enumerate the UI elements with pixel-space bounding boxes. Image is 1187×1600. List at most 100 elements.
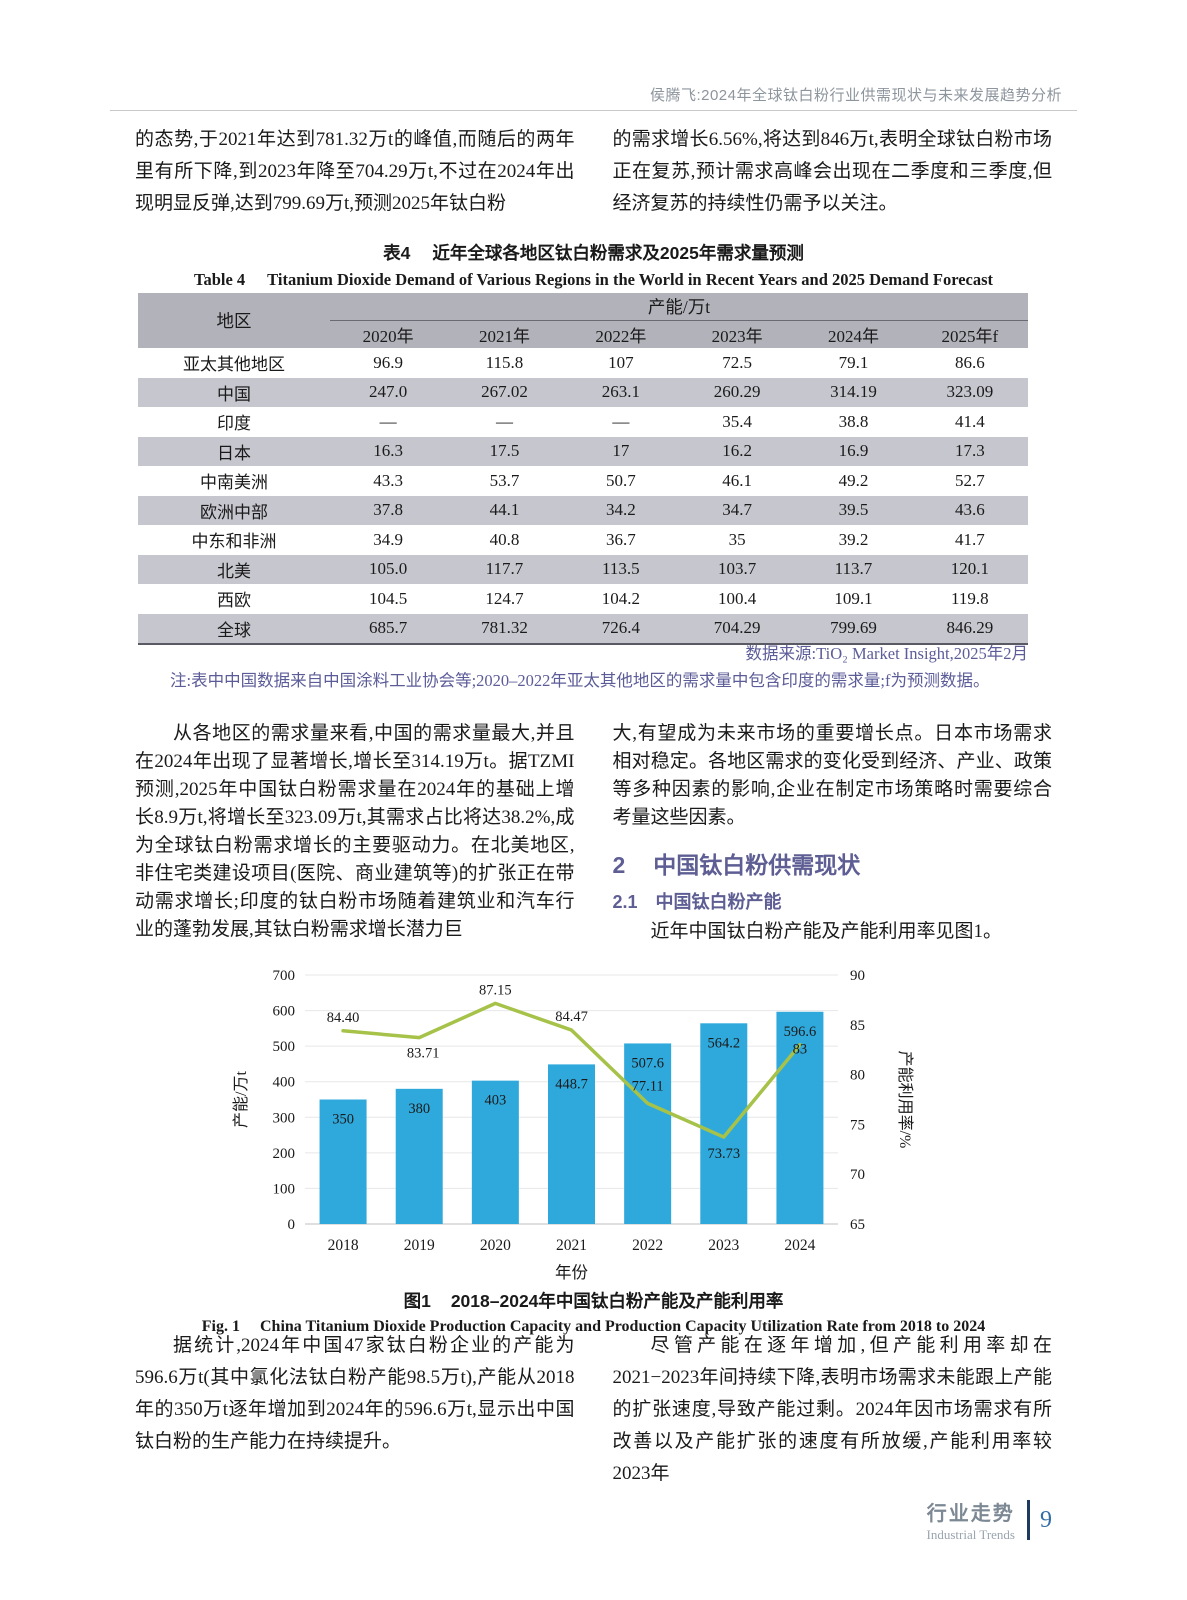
x-tick-label: 2018 <box>328 1237 359 1254</box>
bar-label-2021: 448.7 <box>555 1076 588 1092</box>
bar-label-2022: 507.6 <box>631 1055 664 1071</box>
value-cell: 117.7 <box>485 559 524 579</box>
intro-left-paragraph: 的态势,于2021年达到781.32万t的峰值,而随后的两年里有所下降,到202… <box>135 129 575 214</box>
header-rule <box>110 110 1077 111</box>
region-cell: 中国 <box>217 384 251 404</box>
value-cell: 103.7 <box>718 559 757 579</box>
x-tick-label: 2023 <box>708 1237 739 1254</box>
bar-2021 <box>548 1064 595 1224</box>
bar-label-2020: 403 <box>484 1093 506 1109</box>
analysis-section: 从各地区的需求量来看,中国的需求量最大,并且在2024年出现了显著增长,增长至3… <box>135 720 1052 946</box>
value-cell: 34.2 <box>605 500 636 520</box>
table-row: 亚太其他地区 96.9 115.8 107 72.5 79.1 86.6 <box>138 348 1028 378</box>
value-cell: 781.32 <box>446 613 563 645</box>
table-row: 中东和非洲 34.9 40.8 36.7 35 39.2 41.7 <box>138 525 1028 555</box>
value-cell: 39.5 <box>838 500 869 520</box>
line-label-2021: 84.47 <box>555 1009 588 1025</box>
right-axis-tick: 70 <box>850 1167 865 1183</box>
table-row: 北美 105.0 117.7 113.5 103.7 113.7 120.1 <box>138 554 1028 584</box>
right-axis-title: 产能利用率/% <box>896 1051 914 1149</box>
subsection-heading: 2.1 中国钛白粉产能 <box>612 892 782 912</box>
value-cell: 39.2 <box>838 529 869 549</box>
table-title-zh: 表4 近年全球各地区钛白粉需求及2025年需求量预测 <box>383 243 804 263</box>
value-cell: 247.0 <box>369 382 408 402</box>
left-axis-tick: 100 <box>273 1181 296 1197</box>
x-tick-label: 2024 <box>784 1237 815 1254</box>
region-cell: 全球 <box>138 613 330 645</box>
table-caption: 表4 近年全球各地区钛白粉需求及2025年需求量预测 Table 4 Titaniu… <box>110 240 1077 290</box>
right-axis-tick: 65 <box>850 1217 865 1233</box>
value-cell: 799.69 <box>795 613 912 645</box>
value-cell: 43.3 <box>373 470 404 490</box>
value-cell: 16.9 <box>838 441 869 461</box>
value-cell: 50.7 <box>605 470 636 490</box>
conclusion-section: 据统计,2024年中国47家钛白粉企业的产能为596.6万t(其中氯化法钛白粉产… <box>135 1330 1052 1490</box>
intro-right-paragraph: 的需求增长6.56%,将达到846万t,表明全球钛白粉市场正在复苏,预计需求高峰… <box>612 129 1053 214</box>
value-cell: 100.4 <box>718 588 757 608</box>
value-cell: 726.4 <box>562 613 679 645</box>
figure-caption: 图1 2018–2024年中国钛白粉产能及产能利用率 Fig. 1 China Ti… <box>110 1288 1077 1336</box>
line-label-2018: 84.40 <box>327 1010 360 1026</box>
chart-svg: 0 100 200 300 400 500 600 700 65 70 75 80 85 90 350 380… <box>232 968 914 1282</box>
footer-title: 行业走势 Industrial Trends <box>927 1497 1015 1543</box>
figure-caption-zh: 图1 2018–2024年中国钛白粉产能及产能利用率 <box>403 1291 784 1311</box>
line-label-2024: 83 <box>793 1042 808 1058</box>
analysis-right-paragraph: 大,有望成为未来市场的重要增长点。日本市场需求相对稳定。各地区需求的变化受到经济… <box>612 723 1053 828</box>
value-cell: 17.5 <box>489 441 520 461</box>
value-cell: 113.5 <box>602 559 640 579</box>
value-cell: 17 <box>612 441 630 461</box>
value-cell: 96.9 <box>373 352 404 372</box>
x-tick-label: 2022 <box>632 1237 663 1254</box>
left-axis-tick: 0 <box>288 1217 296 1233</box>
year-header: 2024年 <box>795 320 912 348</box>
demand-table: 地区 产能/万t 2020年 2021年 2022年 2023年 2024年 2025年f… <box>138 293 1028 645</box>
region-cell: 亚太其他地区 <box>183 355 285 375</box>
left-axis-tick: 200 <box>273 1146 296 1162</box>
value-cell: 16.3 <box>373 441 404 461</box>
capacity-utilization-chart: 0 100 200 300 400 500 600 700 65 70 75 80 85 90 350 380… <box>230 945 920 1285</box>
table-row: 日本 16.3 17.5 17 16.2 16.9 17.3 <box>138 436 1028 466</box>
value-cell: 17.3 <box>954 441 985 461</box>
table-row: 西欧 104.5 124.7 104.2 100.4 109.1 119.8 <box>138 584 1028 614</box>
right-axis-tick: 75 <box>850 1117 865 1133</box>
utilization-line <box>341 1001 802 1139</box>
year-header: 2023年 <box>678 320 796 348</box>
bar-label-2019: 380 <box>408 1101 430 1117</box>
region-cell: 欧洲中部 <box>200 502 268 522</box>
year-header: 2020年 <box>330 320 447 348</box>
page-number: 9 <box>1040 1506 1052 1533</box>
value-cell: 115.8 <box>485 352 524 372</box>
table-row: 中国 247.0 267.02 263.1 260.29 314.19 323.09 <box>138 377 1028 407</box>
value-cell: 104.5 <box>369 588 408 608</box>
bar-2019 <box>395 1088 443 1224</box>
value-cell: — <box>612 411 630 431</box>
value-cell: 41.7 <box>954 529 985 549</box>
value-cell: 260.29 <box>713 382 761 402</box>
table-title-en: Table 4 Titanium Dioxide Demand of Variou… <box>193 270 994 289</box>
section-lead-sentence: 近年中国钛白粉产能及产能利用率见图1。 <box>650 921 1003 942</box>
analysis-right-column: 大,有望成为未来市场的重要增长点。日本市场需求相对稳定。各地区需求的变化受到经济… <box>613 720 1053 946</box>
analysis-left-paragraph: 从各地区的需求量来看,中国的需求量最大,并且在2024年出现了显著增长,增长至3… <box>135 723 575 940</box>
value-cell: 46.1 <box>722 470 753 490</box>
table-row: 全球 685.7 781.32 726.4 704.29 799.69 846.29 <box>138 613 1028 645</box>
footer-divider <box>1027 1500 1030 1540</box>
bar-2020 <box>471 1080 519 1224</box>
intro-section: 的态势,于2021年达到781.32万t的峰值,而随后的两年里有所下降,到202… <box>135 124 1052 220</box>
region-cell: 西欧 <box>217 591 251 611</box>
x-tick-label: 2020 <box>480 1237 511 1254</box>
value-cell: 107 <box>608 352 634 372</box>
value-cell: 52.7 <box>954 470 985 490</box>
conclusion-right-paragraph: 尽管产能在逐年增加,但产能利用率却在2021−2023年间持续下降,表明市场需求… <box>612 1335 1053 1484</box>
demand-table-body: 亚太其他地区 96.9 115.8 107 72.5 79.1 86.6 中国 247.0 267… <box>138 348 1028 645</box>
capacity-span-header: 产能/万t <box>330 293 1028 321</box>
value-cell: 36.7 <box>605 529 636 549</box>
figure-caption-en: Fig. 1 China Titanium Dioxide Production … <box>201 1318 986 1335</box>
region-cell: 中东和非洲 <box>191 532 277 552</box>
table-note: 注:表中中国数据来自中国涂料工业协会等;2020–2022年亚太其他地区的需求量… <box>170 671 990 690</box>
value-cell: 49.2 <box>838 470 869 490</box>
bar-label-2024: 596.6 <box>784 1024 817 1040</box>
left-axis-tick: 500 <box>273 1039 296 1055</box>
footer-title-en: Industrial Trends <box>926 1527 1015 1542</box>
line-label-2022: 77.11 <box>632 1078 664 1094</box>
x-tick-label: 2021 <box>556 1237 587 1254</box>
